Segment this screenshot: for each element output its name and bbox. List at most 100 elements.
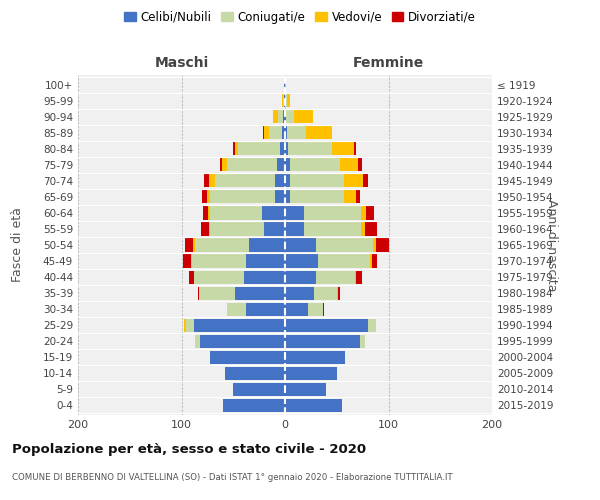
- Bar: [223, 399, 285, 412]
- Bar: [285, 334, 359, 348]
- Bar: [189, 270, 194, 283]
- Bar: [235, 286, 285, 300]
- Bar: [285, 190, 290, 203]
- Bar: [211, 190, 275, 203]
- Bar: [285, 206, 304, 220]
- Bar: [269, 126, 282, 140]
- Bar: [306, 126, 332, 140]
- Text: Anni di nascita: Anni di nascita: [545, 198, 559, 291]
- Bar: [370, 254, 372, 268]
- Bar: [285, 270, 316, 283]
- Bar: [295, 110, 313, 124]
- Bar: [284, 78, 285, 91]
- Bar: [285, 399, 342, 412]
- Bar: [358, 158, 362, 172]
- Bar: [288, 142, 332, 156]
- Bar: [362, 174, 368, 188]
- Bar: [204, 174, 209, 188]
- Bar: [285, 286, 314, 300]
- Bar: [282, 94, 283, 107]
- Bar: [356, 190, 359, 203]
- Bar: [262, 206, 285, 220]
- Bar: [285, 350, 345, 364]
- Bar: [355, 270, 356, 283]
- Bar: [365, 222, 377, 235]
- Bar: [198, 286, 199, 300]
- Bar: [340, 158, 358, 172]
- Bar: [285, 254, 318, 268]
- Bar: [233, 383, 285, 396]
- Bar: [287, 126, 306, 140]
- Bar: [182, 254, 191, 268]
- Bar: [184, 318, 185, 332]
- Bar: [263, 126, 265, 140]
- Bar: [285, 110, 286, 124]
- Legend: Celibi/Nubili, Coniugati/e, Vedovi/e, Divorziati/e: Celibi/Nubili, Coniugati/e, Vedovi/e, Di…: [119, 6, 481, 28]
- Bar: [376, 238, 389, 252]
- Bar: [245, 302, 285, 316]
- Text: COMUNE DI BERBENNO DI VALTELLINA (SO) - Dati ISTAT 1° gennaio 2020 - Elaborazion: COMUNE DI BERBENNO DI VALTELLINA (SO) - …: [12, 472, 452, 482]
- Text: Maschi: Maschi: [154, 56, 209, 70]
- Bar: [368, 318, 376, 332]
- Bar: [286, 110, 295, 124]
- Bar: [209, 222, 211, 235]
- Bar: [285, 222, 304, 235]
- Bar: [338, 286, 340, 300]
- Bar: [275, 174, 285, 188]
- Bar: [332, 142, 355, 156]
- Bar: [208, 206, 211, 220]
- Bar: [211, 222, 265, 235]
- Bar: [304, 206, 361, 220]
- Bar: [220, 158, 222, 172]
- Bar: [337, 286, 338, 300]
- Bar: [201, 222, 209, 235]
- Bar: [225, 366, 285, 380]
- Bar: [285, 126, 287, 140]
- Bar: [185, 238, 193, 252]
- Bar: [344, 190, 356, 203]
- Bar: [195, 238, 249, 252]
- Bar: [285, 238, 316, 252]
- Bar: [308, 302, 323, 316]
- Bar: [238, 142, 280, 156]
- Bar: [344, 174, 362, 188]
- Bar: [200, 334, 285, 348]
- Bar: [265, 126, 269, 140]
- Bar: [211, 350, 285, 364]
- Bar: [290, 158, 340, 172]
- Bar: [233, 142, 235, 156]
- Bar: [285, 383, 326, 396]
- Bar: [235, 142, 238, 156]
- Bar: [282, 126, 285, 140]
- Bar: [285, 174, 290, 188]
- Bar: [195, 334, 200, 348]
- Bar: [285, 142, 288, 156]
- Bar: [355, 142, 356, 156]
- Bar: [287, 94, 290, 107]
- Bar: [209, 174, 215, 188]
- Bar: [280, 142, 285, 156]
- Text: Fasce di età: Fasce di età: [11, 208, 25, 282]
- Bar: [185, 318, 194, 332]
- Bar: [215, 174, 275, 188]
- Bar: [356, 270, 362, 283]
- Text: Popolazione per età, sesso e stato civile - 2020: Popolazione per età, sesso e stato civil…: [12, 442, 366, 456]
- Bar: [361, 206, 366, 220]
- Bar: [222, 158, 227, 172]
- Bar: [304, 222, 361, 235]
- Bar: [372, 254, 377, 268]
- Bar: [194, 318, 285, 332]
- Bar: [318, 254, 370, 268]
- Bar: [373, 238, 376, 252]
- Bar: [285, 94, 287, 107]
- Bar: [203, 206, 208, 220]
- Bar: [191, 254, 192, 268]
- Bar: [316, 238, 373, 252]
- Bar: [285, 318, 368, 332]
- Text: Femmine: Femmine: [353, 56, 424, 70]
- Bar: [199, 286, 235, 300]
- Bar: [227, 158, 277, 172]
- Bar: [245, 254, 285, 268]
- Bar: [284, 94, 285, 107]
- Bar: [202, 190, 208, 203]
